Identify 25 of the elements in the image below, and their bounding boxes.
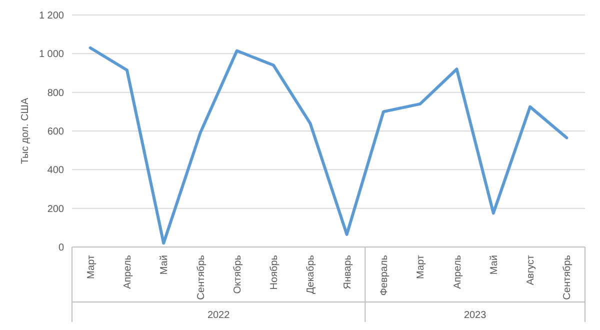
x-tick-label: Февраль xyxy=(378,255,390,296)
x-tick-label: Октябрь xyxy=(232,255,244,294)
y-axis-title: Тыс дол. США xyxy=(20,98,31,164)
y-tick-label: 200 xyxy=(47,204,64,215)
y-tick-label: 400 xyxy=(47,165,64,176)
x-tick-label: Декабрь xyxy=(306,255,317,294)
line-series xyxy=(88,46,568,245)
x-tick-label: Апрель xyxy=(452,255,464,289)
y-tick-label: 800 xyxy=(47,88,64,99)
text: 2023 xyxy=(464,310,487,321)
x-tick-label: Март xyxy=(416,254,427,279)
x-tick-label: Сентябрь xyxy=(196,255,207,300)
x-tick-label: Март xyxy=(86,254,97,279)
y-tick-label: 1 000 xyxy=(38,49,64,60)
x-tick-label: Сентябрь xyxy=(562,255,574,300)
x-tick-label: Май xyxy=(488,255,500,275)
text: 2022 xyxy=(207,310,230,321)
x-tick-label: Январь xyxy=(342,255,354,290)
y-tick-label: 1 200 xyxy=(38,10,64,22)
x-tick-label: Апрель xyxy=(122,255,134,289)
x-tick-label: Август xyxy=(526,254,537,286)
x-tick-label: Май xyxy=(159,255,170,275)
x-tick-label: Ноябрь xyxy=(269,255,280,290)
y-tick-label: 600 xyxy=(47,126,64,138)
y-tick-label: 0 xyxy=(58,242,64,254)
